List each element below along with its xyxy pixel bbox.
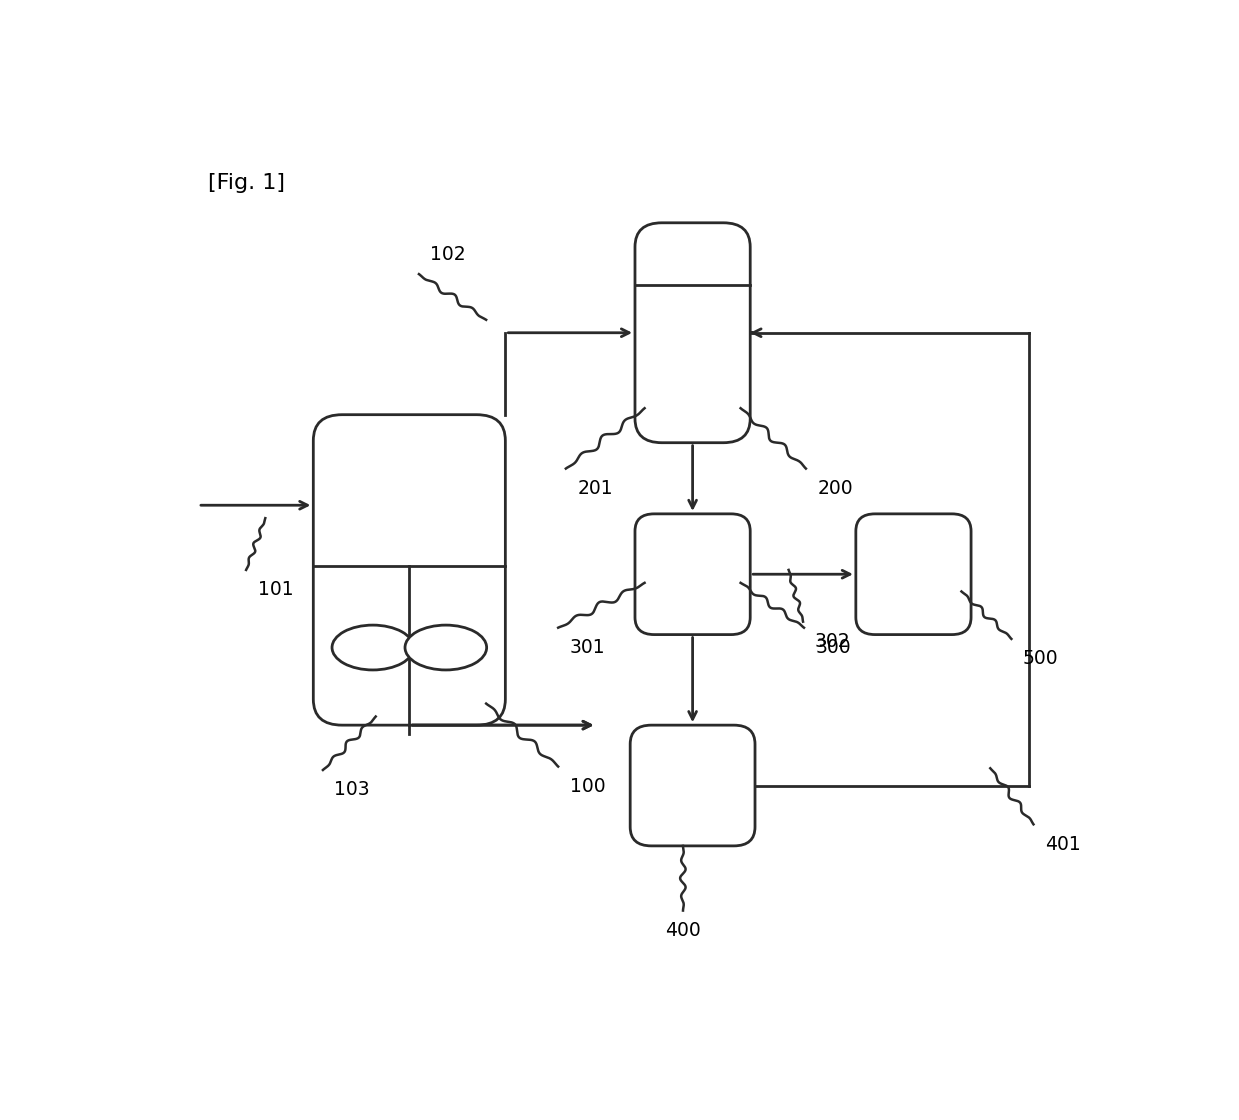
- Ellipse shape: [332, 625, 414, 670]
- FancyBboxPatch shape: [636, 514, 751, 635]
- FancyBboxPatch shape: [856, 514, 971, 635]
- FancyBboxPatch shape: [636, 223, 751, 442]
- FancyBboxPatch shape: [631, 725, 755, 846]
- Text: 500: 500: [1023, 650, 1058, 669]
- Text: 201: 201: [577, 479, 613, 498]
- Text: 102: 102: [430, 245, 466, 263]
- Text: 400: 400: [665, 921, 701, 940]
- Text: 200: 200: [818, 479, 854, 498]
- FancyBboxPatch shape: [313, 414, 506, 725]
- Text: 101: 101: [258, 580, 294, 599]
- Text: 100: 100: [570, 777, 606, 796]
- Text: [Fig. 1]: [Fig. 1]: [208, 174, 285, 194]
- Text: 103: 103: [335, 781, 370, 800]
- Text: 401: 401: [1044, 834, 1080, 853]
- Text: 301: 301: [570, 638, 606, 657]
- Text: 300: 300: [815, 638, 851, 657]
- Ellipse shape: [405, 625, 487, 670]
- Text: 302: 302: [814, 632, 850, 651]
